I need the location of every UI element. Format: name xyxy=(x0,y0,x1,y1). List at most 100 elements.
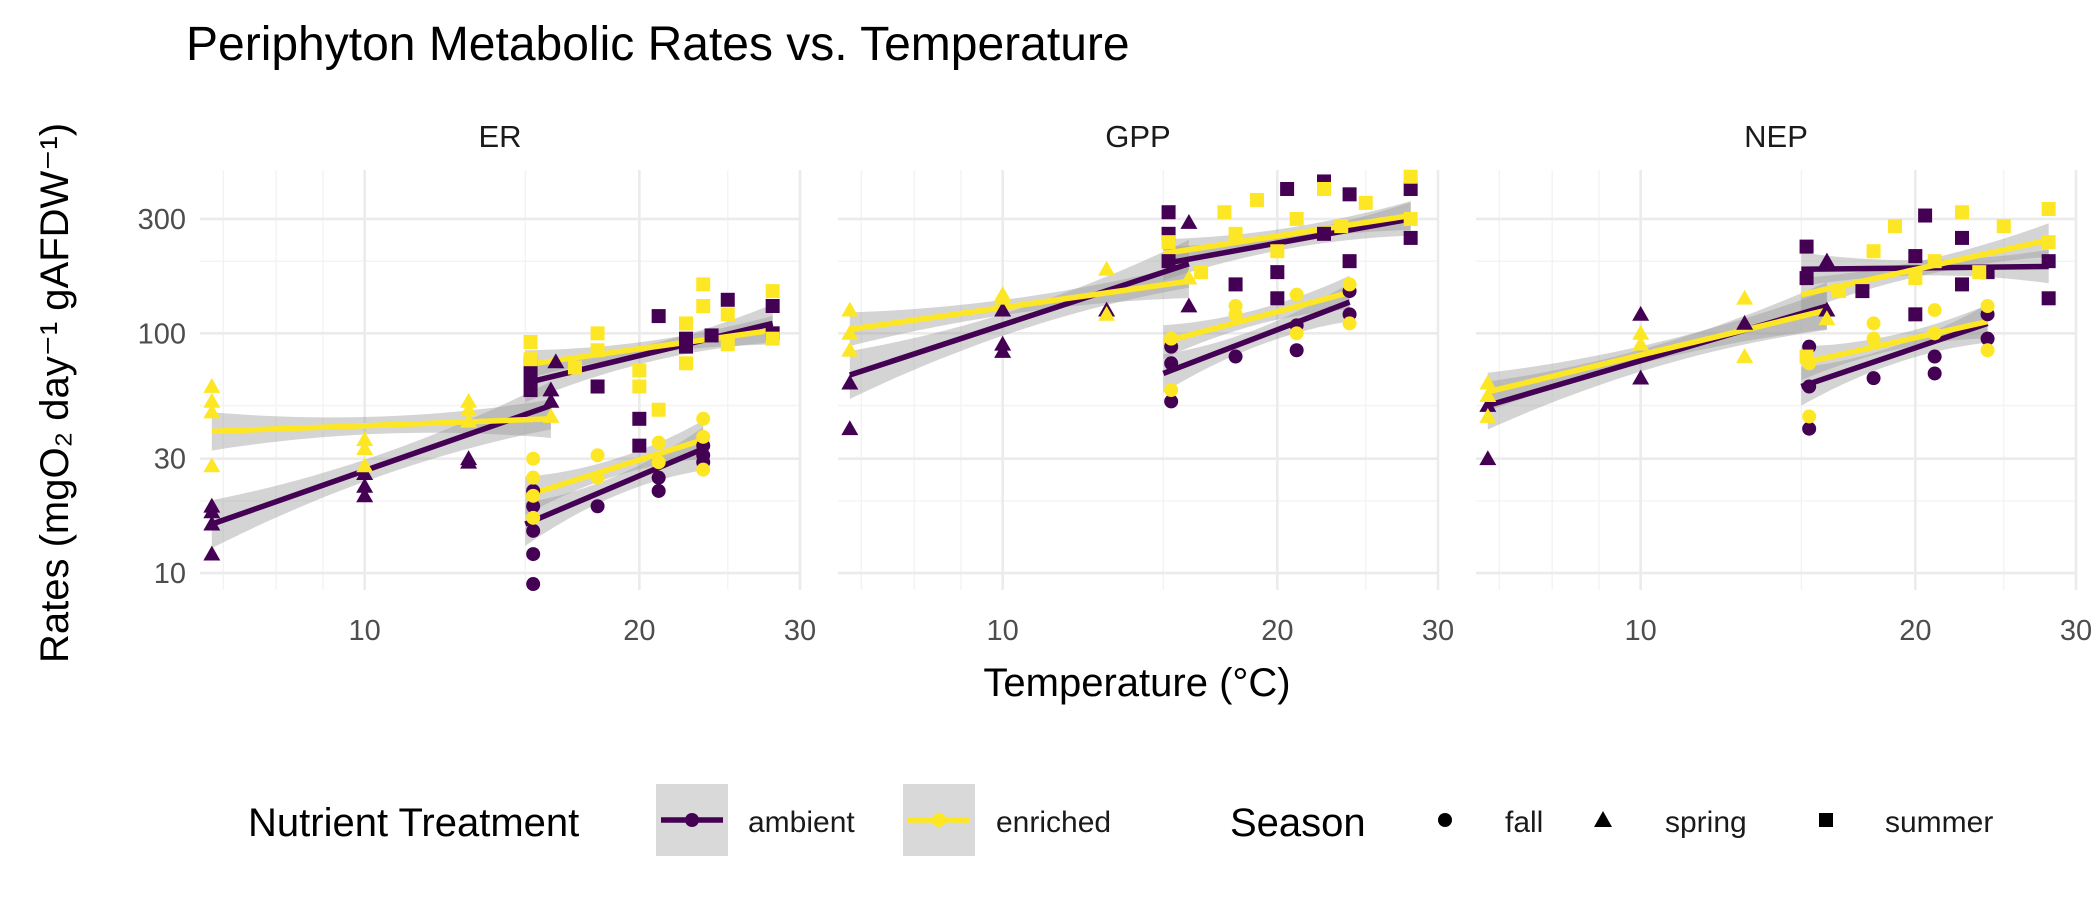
point-enriched-spring xyxy=(203,457,221,473)
point-ambient-spring xyxy=(356,465,374,480)
point-ambient-spring xyxy=(203,515,221,531)
legend-title-treatment: Nutrient Treatment xyxy=(248,801,579,845)
points xyxy=(1479,202,2056,466)
point-ambient-summer xyxy=(1908,307,1923,322)
fit-line-ambient-fall xyxy=(524,446,705,527)
point-ambient-summer xyxy=(1161,205,1176,220)
point-ambient-spring xyxy=(547,353,565,369)
point-enriched-summer xyxy=(1334,219,1349,234)
point-enriched-spring xyxy=(1098,305,1116,321)
point-ambient-summer xyxy=(1955,230,1970,245)
legend-title-season: Season xyxy=(1230,801,1366,845)
point-ambient-spring xyxy=(841,374,859,390)
point-ambient-summer xyxy=(1403,230,1418,245)
point-ambient-fall xyxy=(1866,371,1881,386)
point-enriched-summer xyxy=(632,363,647,378)
point-ambient-spring xyxy=(1632,369,1650,385)
point-ambient-summer xyxy=(1955,277,1970,292)
x-tick-label: 10 xyxy=(987,615,1019,647)
fit-line-ambient-fall xyxy=(1162,299,1351,377)
point-ambient-summer xyxy=(765,299,780,314)
point-enriched-summer xyxy=(1289,211,1304,226)
fit-lines xyxy=(1487,223,2050,430)
point-enriched-spring xyxy=(356,440,374,456)
point-enriched-summer xyxy=(696,277,711,292)
point-ambient-summer xyxy=(1799,239,1814,254)
point-enriched-spring xyxy=(460,401,478,417)
point-ambient-summer xyxy=(1918,208,1933,223)
point-enriched-spring xyxy=(1479,407,1497,423)
point-enriched-summer xyxy=(1317,181,1332,196)
point-enriched-fall xyxy=(651,455,666,470)
x-tick-label: 10 xyxy=(1625,615,1657,647)
point-enriched-fall xyxy=(590,448,605,463)
point-enriched-summer xyxy=(1250,192,1265,207)
fit-line-enriched-summer xyxy=(524,327,774,368)
point-enriched-summer xyxy=(632,379,647,394)
point-enriched-summer xyxy=(1217,205,1232,220)
point-enriched-fall xyxy=(1980,343,1995,358)
point-enriched-fall xyxy=(1980,299,1995,314)
point-enriched-summer xyxy=(1403,169,1418,184)
point-enriched-spring xyxy=(356,431,374,447)
point-enriched-summer xyxy=(679,316,694,331)
point-ambient-summer xyxy=(1342,187,1357,202)
y-tick-label: 30 xyxy=(154,444,186,476)
point-enriched-summer xyxy=(720,307,735,322)
point-enriched-spring xyxy=(841,301,859,317)
point-enriched-spring xyxy=(356,457,374,473)
point-ambient-fall xyxy=(1228,349,1243,364)
point-ambient-spring xyxy=(356,477,374,493)
point-ambient-summer xyxy=(1342,254,1357,269)
point-enriched-summer xyxy=(1270,244,1285,259)
grid xyxy=(1476,170,2078,590)
legend: Nutrient Treatment ambient enriched Season f… xyxy=(248,784,1993,856)
point-ambient-summer xyxy=(720,292,735,307)
point-ambient-summer xyxy=(1403,181,1418,196)
point-enriched-summer xyxy=(1832,284,1847,299)
point-ambient-fall xyxy=(1164,356,1179,371)
point-ambient-fall xyxy=(1980,331,1995,346)
point-ambient-fall xyxy=(526,547,541,562)
point-enriched-spring xyxy=(203,403,221,419)
x-tick-label: 30 xyxy=(2060,615,2092,647)
point-enriched-summer xyxy=(1194,265,1209,280)
point-enriched-fall xyxy=(526,451,541,466)
point-ambient-spring xyxy=(841,420,859,436)
grid xyxy=(200,170,802,590)
point-enriched-fall xyxy=(696,429,711,444)
fit-line-ambient-spring xyxy=(848,261,1190,378)
point-enriched-fall xyxy=(651,435,666,450)
point-enriched-summer xyxy=(1358,195,1373,210)
point-enriched-fall xyxy=(1927,303,1942,318)
legend-key-point xyxy=(932,813,946,827)
point-enriched-spring xyxy=(460,392,478,408)
grid xyxy=(838,170,1440,590)
point-ambient-fall xyxy=(651,470,666,485)
point-ambient-spring xyxy=(1479,450,1497,466)
point-ambient-spring xyxy=(1818,301,1836,317)
y-tick-label: 10 xyxy=(154,558,186,590)
point-ambient-fall xyxy=(526,499,541,514)
legend-label-ambient: ambient xyxy=(748,806,855,839)
point-ambient-spring xyxy=(994,301,1012,317)
point-enriched-fall xyxy=(1289,287,1304,302)
point-enriched-fall xyxy=(1866,331,1881,346)
point-enriched-fall xyxy=(1289,326,1304,341)
point-enriched-summer xyxy=(567,360,582,375)
legend-label-summer: summer xyxy=(1885,806,1993,839)
point-ambient-fall xyxy=(1802,379,1817,394)
point-ambient-spring xyxy=(1180,213,1198,229)
point-enriched-summer xyxy=(696,299,711,314)
point-enriched-fall xyxy=(1342,277,1357,292)
fit-line-enriched-fall xyxy=(524,437,705,499)
legend-season-spring: spring xyxy=(1594,806,1747,839)
legend-label-spring: spring xyxy=(1665,806,1747,839)
strip-label-gpp: GPP xyxy=(1105,119,1170,154)
x-tick-label: 20 xyxy=(1899,615,1931,647)
point-enriched-summer xyxy=(590,326,605,341)
panel-gpp: GPP 10 20 30 xyxy=(838,119,1454,647)
point-enriched-spring xyxy=(994,286,1012,302)
point-ambient-summer xyxy=(679,331,694,346)
